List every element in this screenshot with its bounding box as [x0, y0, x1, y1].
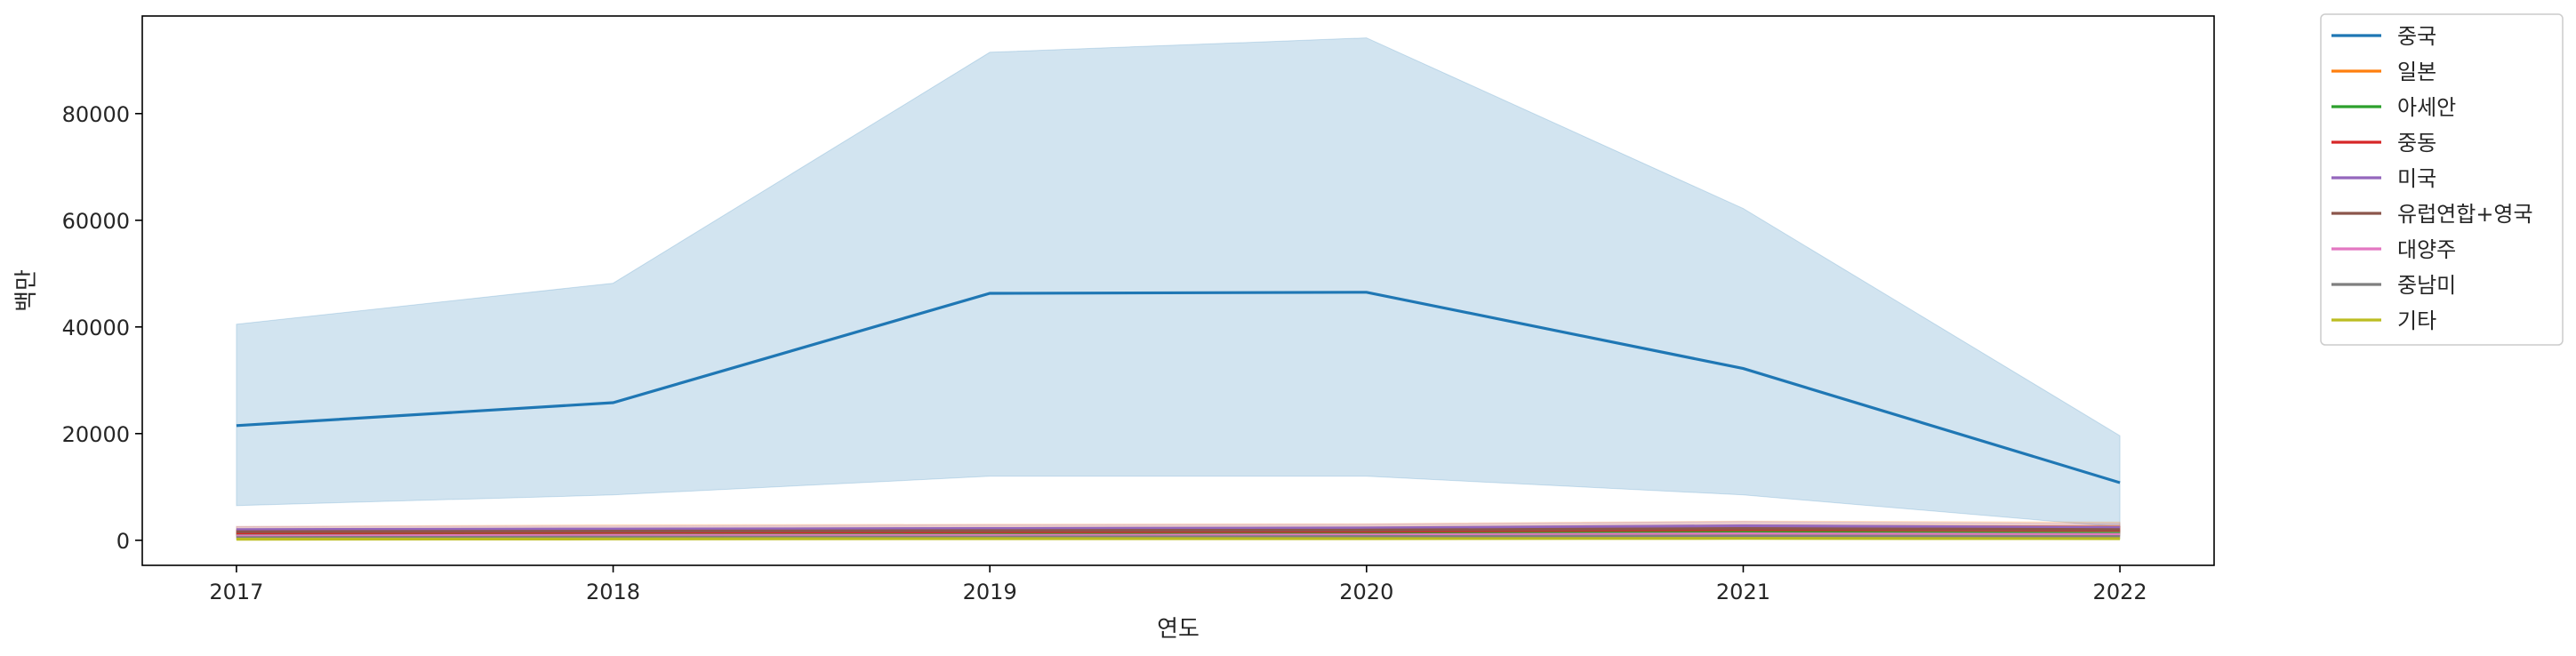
confidence-band-1 [236, 37, 2121, 528]
series-line-1 [236, 291, 2121, 484]
confidence-bands [236, 37, 2121, 540]
x-axis: 2017 2018 2019 2020 2021 2022 [209, 565, 2147, 604]
x-tick-label: 2020 [1339, 580, 1393, 604]
legend-frame [2320, 13, 2564, 346]
x-tick-label: 2022 [2093, 580, 2147, 604]
series-line-6 [236, 526, 2121, 533]
y-tick-label: 0 [116, 529, 130, 554]
y-tick-label: 60000 [62, 209, 130, 234]
legend-label: 아세안 [2397, 95, 2456, 120]
legend-label: 기타 [2397, 308, 2436, 333]
series-line-7 [236, 532, 2121, 538]
x-tick-label: 2017 [209, 580, 263, 604]
y-tick-label: 80000 [62, 102, 130, 127]
x-axis-label: 연도 [1157, 616, 1200, 643]
series-line-9 [236, 537, 2121, 541]
y-tick-label: 40000 [62, 316, 130, 340]
legend-label: 중동 [2397, 131, 2436, 156]
y-axis: 0 20000 40000 60000 80000 [62, 102, 142, 554]
x-tick-label: 2021 [1716, 580, 1770, 604]
legend-label: 일본 [2397, 60, 2436, 84]
legend-label: 중국 [2397, 24, 2436, 49]
y-axis-label: 백만 [13, 269, 40, 312]
legend-label: 미국 [2397, 166, 2436, 191]
legend-label: 중남미 [2397, 273, 2456, 298]
series-lines [236, 291, 2121, 541]
plot-frame [141, 15, 2215, 566]
legend-label: 대양주 [2397, 237, 2456, 262]
x-tick-label: 2018 [586, 580, 640, 604]
legend-label: 유럽연합+영국 [2397, 202, 2533, 227]
x-tick-label: 2019 [963, 580, 1017, 604]
y-tick-label: 20000 [62, 422, 130, 447]
series-line-8 [236, 534, 2121, 540]
series-line-5 [236, 524, 2121, 532]
